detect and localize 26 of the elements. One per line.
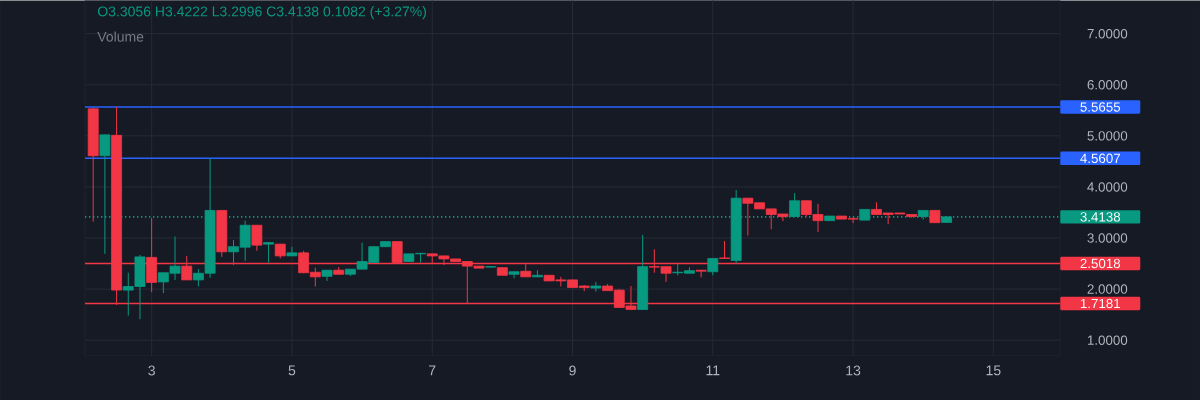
- x-tick-label: 3: [148, 365, 155, 376]
- ref-line-label: 1.7181: [1080, 298, 1121, 308]
- y-tick-label: 7.0000: [1087, 28, 1128, 39]
- x-tick-label: 13: [846, 365, 861, 376]
- ref-line-label: 5.5655: [1080, 102, 1121, 112]
- candlestick: [286, 245, 298, 257]
- candlestick: [251, 224, 263, 252]
- x-tick-label: 15: [986, 365, 1001, 376]
- y-tick-label: 6.0000: [1087, 79, 1128, 90]
- x-tick-label: 9: [569, 365, 576, 376]
- annotation: O3.3056 H3.4222 L3.2996 C3.4138 0.1082 (+3.27%): [97, 5, 426, 19]
- x-tick-label: 5: [288, 365, 296, 376]
- y-tick-label: 1.0000: [1087, 335, 1128, 345]
- ref-line-label: 4.5607: [1080, 153, 1120, 163]
- ref-line-label: 3.4138: [1080, 211, 1121, 222]
- y-tick-label: 2.0000: [1087, 284, 1128, 294]
- ref-line-label: 2.5018: [1080, 258, 1121, 268]
- y-tick-label: 5.0000: [1087, 130, 1128, 141]
- y-tick-label: 4.0000: [1087, 181, 1128, 192]
- candlestick: [99, 134, 111, 255]
- candlestick: [695, 269, 707, 278]
- y-tick-label: 3.0000: [1087, 233, 1128, 243]
- x-tick-label: 7: [429, 365, 436, 375]
- candlestick: [590, 281, 602, 292]
- annotation: Volume: [97, 31, 144, 42]
- x-tick-label: 11: [706, 365, 720, 375]
